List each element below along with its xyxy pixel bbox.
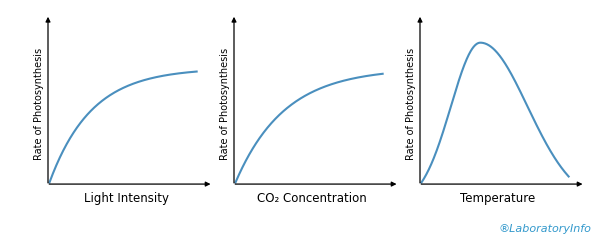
Y-axis label: Rate of Photosynthesis: Rate of Photosynthesis [220,48,230,160]
Text: ®LaboratoryInfo: ®LaboratoryInfo [498,224,591,234]
Y-axis label: Rate of Photosynthesis: Rate of Photosynthesis [34,48,44,160]
X-axis label: CO₂ Concentration: CO₂ Concentration [257,192,367,205]
Y-axis label: Rate of Photosynthesis: Rate of Photosynthesis [406,48,416,160]
X-axis label: Temperature: Temperature [460,192,536,205]
X-axis label: Light Intensity: Light Intensity [83,192,169,205]
